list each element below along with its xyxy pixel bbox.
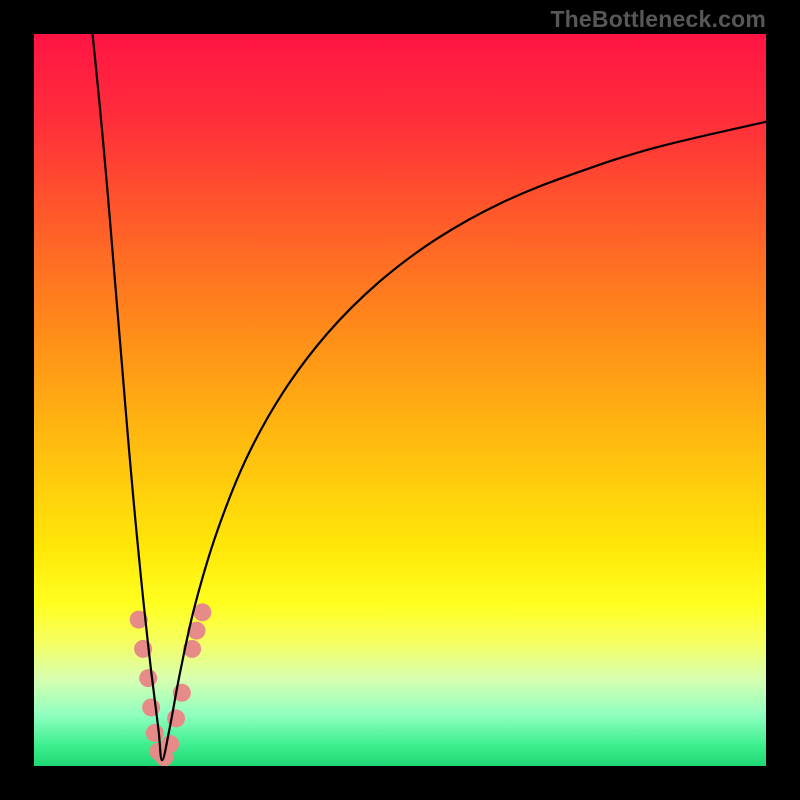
watermark-text: TheBottleneck.com	[550, 6, 766, 33]
chart-svg	[34, 34, 766, 766]
plot-area	[34, 34, 766, 766]
marker-dot	[193, 603, 211, 621]
marker-dot	[146, 724, 164, 742]
marker-dot	[161, 735, 179, 753]
marker-dot	[139, 669, 157, 687]
